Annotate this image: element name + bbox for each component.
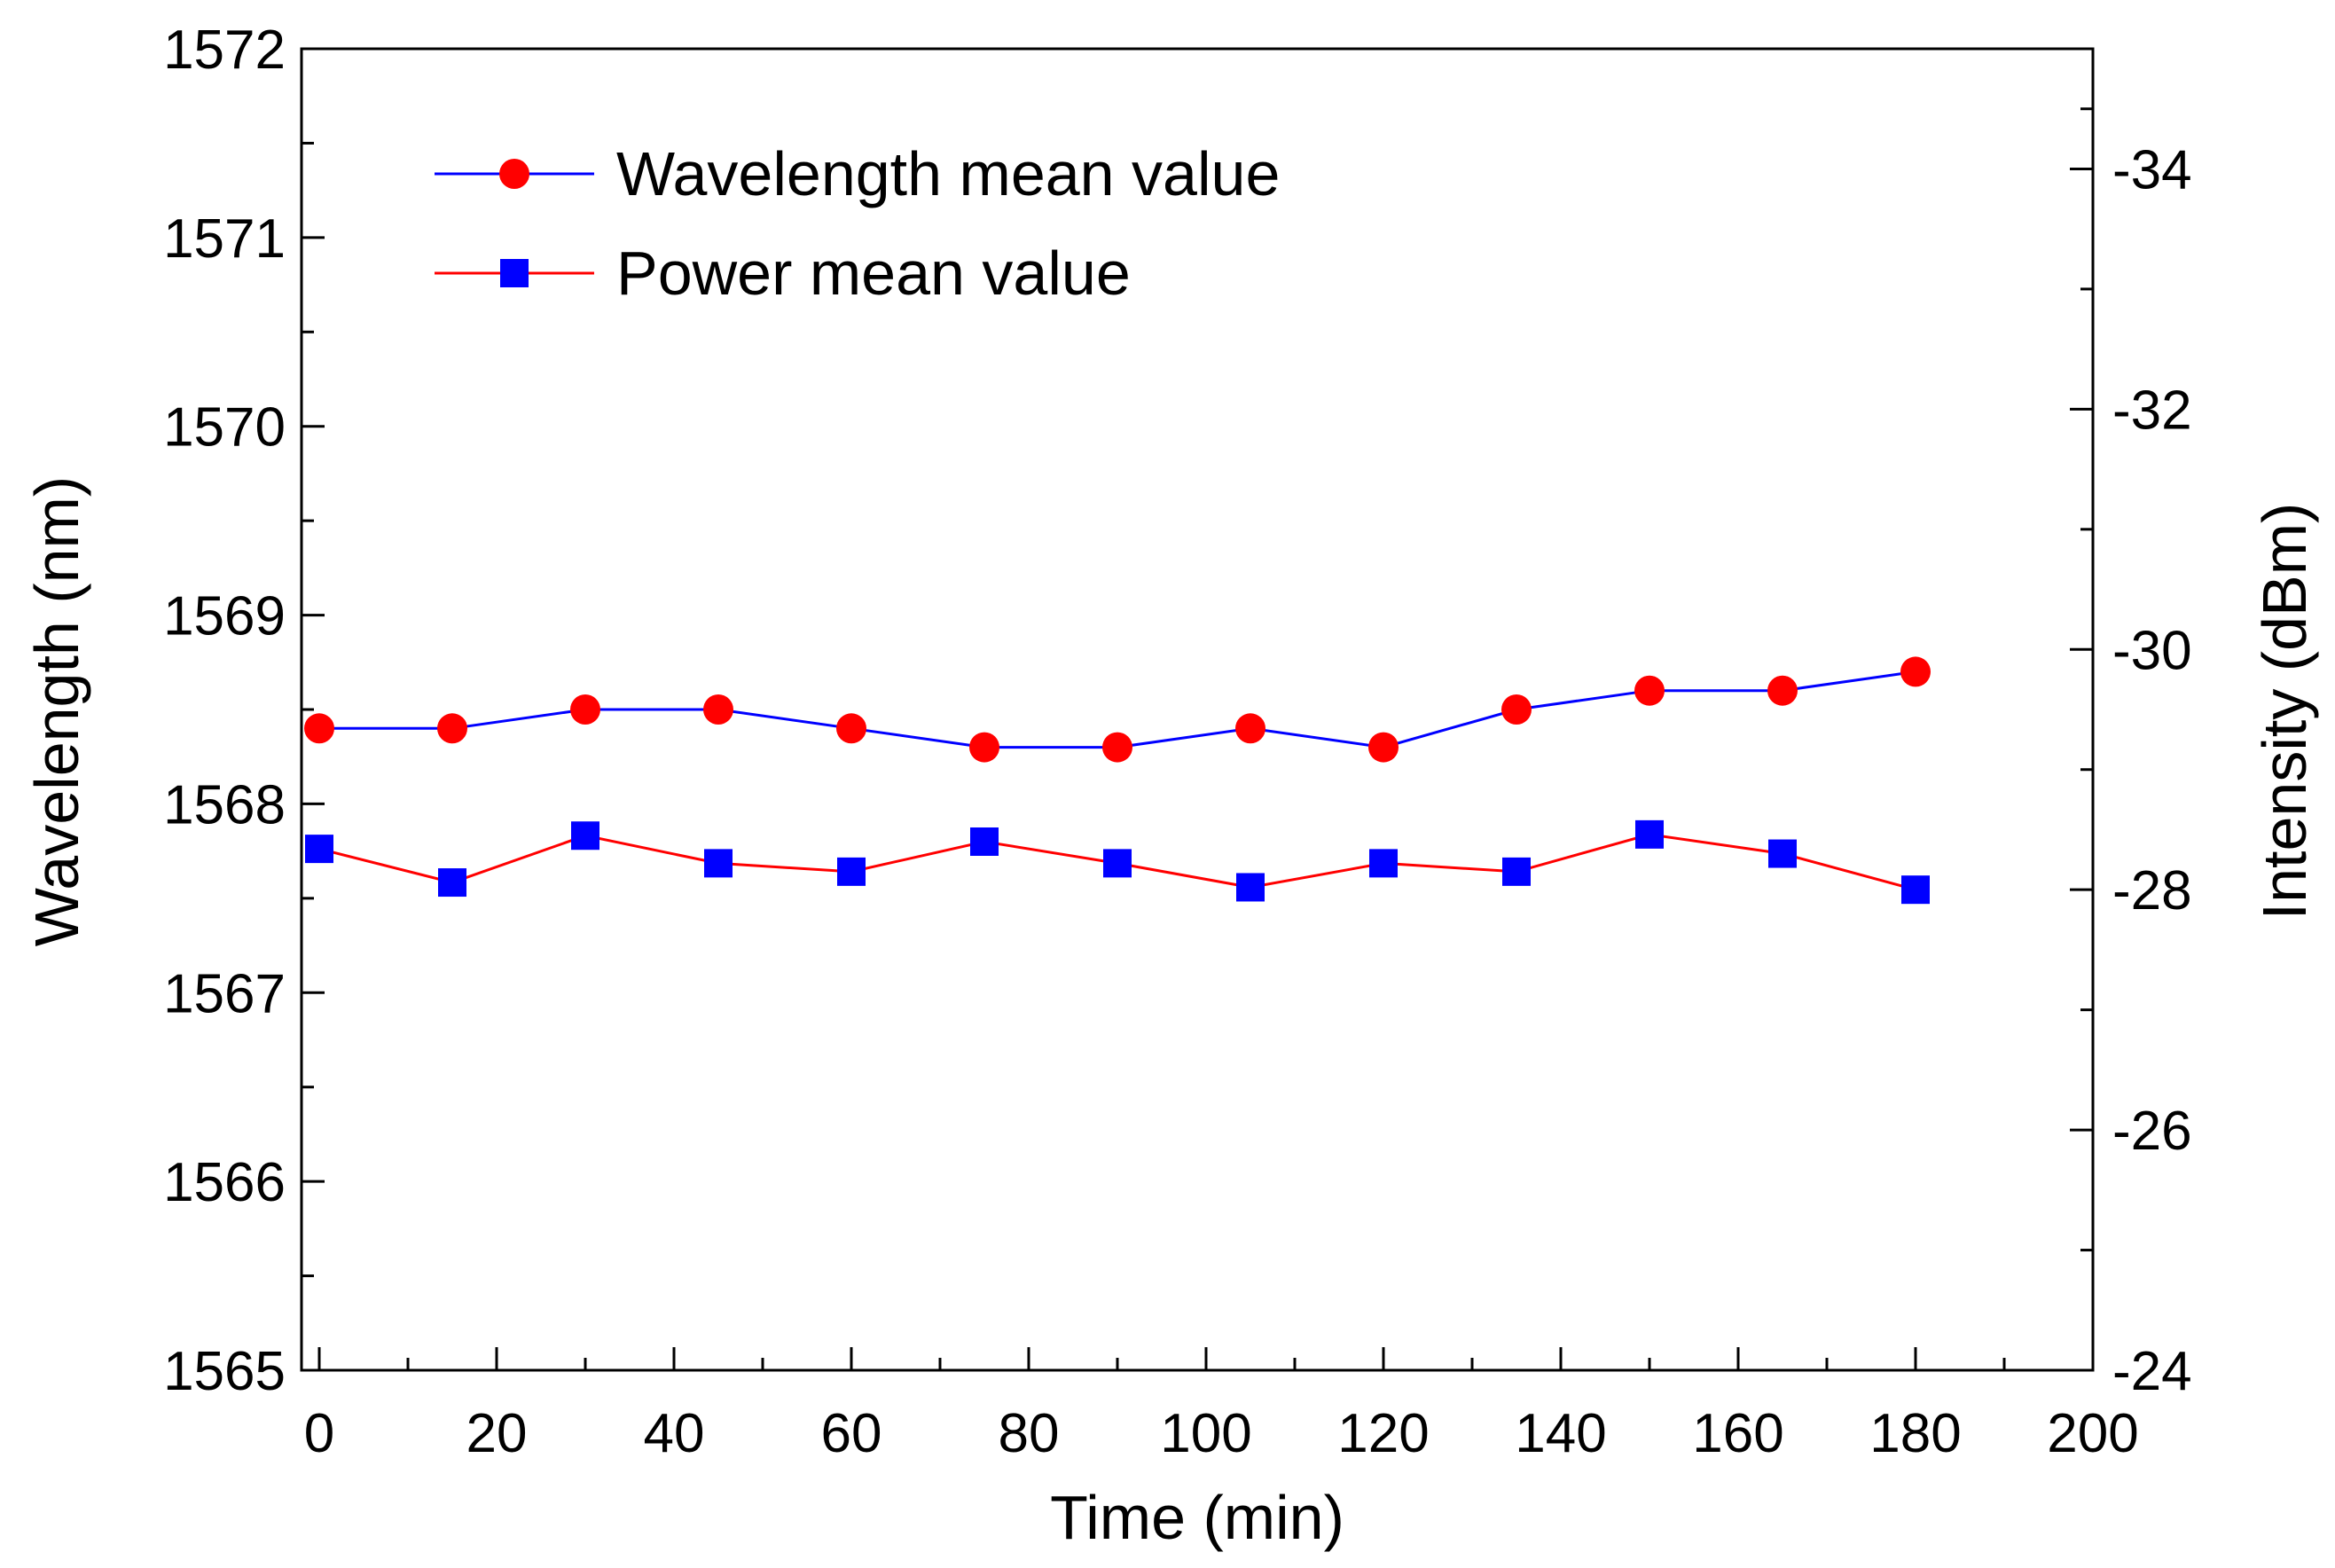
y-tick-label: 1567 bbox=[163, 963, 286, 1024]
data-point-power-mean-value bbox=[1901, 875, 1930, 905]
x-tick-label: 20 bbox=[466, 1403, 528, 1464]
axes: 0 20 40 60 80 100 120 140 160 180 200 1565 1566 1567 1… bbox=[163, 20, 2192, 1464]
x-tick-label: 40 bbox=[644, 1403, 705, 1464]
data-point-power-mean-value bbox=[1768, 839, 1797, 868]
data-point-wavelength-mean-value bbox=[1501, 694, 1532, 725]
data-point-power-mean-value bbox=[1236, 873, 1265, 902]
x-tick-label: 100 bbox=[1160, 1403, 1251, 1464]
data-point-power-mean-value bbox=[837, 857, 866, 886]
y-tick-label: 1568 bbox=[163, 774, 286, 835]
y-tick-label: 1570 bbox=[163, 397, 286, 459]
legend-marker-wavelength bbox=[499, 159, 529, 189]
data-point-wavelength-mean-value bbox=[836, 713, 866, 744]
data-point-wavelength-mean-value bbox=[1900, 656, 1931, 687]
legend-label-power: Power mean value bbox=[616, 239, 1131, 308]
data-point-wavelength-mean-value bbox=[1767, 675, 1798, 706]
legend-label-wavelength: Wavelength mean value bbox=[616, 139, 1280, 208]
y2-tick-label: -24 bbox=[2112, 1341, 2192, 1402]
data-point-wavelength-mean-value bbox=[1368, 732, 1399, 763]
x-tick-label: 0 bbox=[304, 1403, 334, 1464]
data-point-wavelength-mean-value bbox=[1102, 732, 1132, 763]
y-tick-label: 1565 bbox=[163, 1341, 286, 1402]
plot-series bbox=[304, 656, 1931, 905]
data-point-power-mean-value bbox=[1502, 857, 1531, 886]
y-axis-title: Wavelength (nm) bbox=[22, 476, 91, 946]
y2-axis-title: Intensity (dBm) bbox=[2250, 503, 2319, 921]
data-point-wavelength-mean-value bbox=[437, 713, 467, 744]
data-point-wavelength-mean-value bbox=[969, 732, 999, 763]
y-tick-label: 1569 bbox=[163, 586, 286, 647]
data-point-power-mean-value bbox=[1369, 849, 1398, 878]
y2-tick-label: -34 bbox=[2112, 139, 2192, 200]
data-point-wavelength-mean-value bbox=[1235, 713, 1265, 744]
data-point-power-mean-value bbox=[1635, 819, 1664, 849]
y2-tick-label: -26 bbox=[2112, 1101, 2192, 1162]
y-tick-label: 1571 bbox=[163, 208, 286, 270]
data-point-power-mean-value bbox=[970, 827, 999, 856]
x-tick-label: 140 bbox=[1515, 1403, 1606, 1464]
legend-marker-power bbox=[500, 259, 529, 287]
x-tick-label: 200 bbox=[2047, 1403, 2138, 1464]
y2-tick-label: -28 bbox=[2112, 860, 2192, 921]
data-point-power-mean-value bbox=[438, 868, 466, 898]
x-tick-label: 160 bbox=[1692, 1403, 1783, 1464]
x-axis-title: Time (min) bbox=[1050, 1483, 1344, 1552]
data-point-wavelength-mean-value bbox=[304, 713, 334, 744]
data-point-wavelength-mean-value bbox=[703, 694, 733, 725]
y2-tick-label: -32 bbox=[2112, 380, 2192, 441]
data-point-power-mean-value bbox=[571, 821, 599, 851]
legend: Wavelength mean value Power mean value bbox=[435, 139, 1280, 308]
x-tick-label: 60 bbox=[821, 1403, 882, 1464]
data-point-wavelength-mean-value bbox=[1634, 675, 1665, 706]
data-point-wavelength-mean-value bbox=[570, 694, 600, 725]
data-point-power-mean-value bbox=[305, 835, 333, 864]
x-tick-label: 180 bbox=[1869, 1403, 1961, 1464]
data-point-power-mean-value bbox=[704, 849, 733, 878]
y-tick-label: 1566 bbox=[163, 1152, 286, 1213]
y-tick-label: 1572 bbox=[163, 20, 286, 81]
x-tick-label: 120 bbox=[1337, 1403, 1429, 1464]
data-point-power-mean-value bbox=[1103, 849, 1132, 878]
x-tick-label: 80 bbox=[999, 1403, 1060, 1464]
y2-tick-label: -30 bbox=[2112, 620, 2192, 681]
